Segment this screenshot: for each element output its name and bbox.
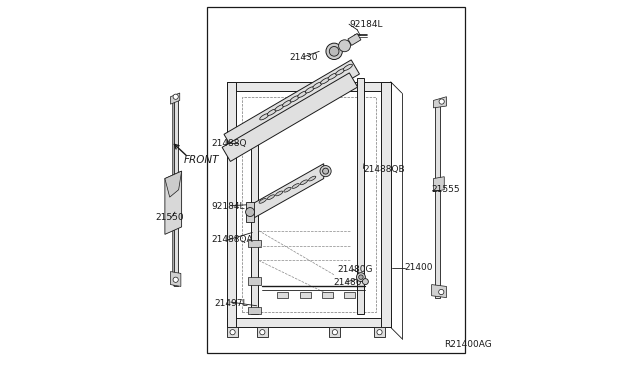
Ellipse shape xyxy=(313,82,322,89)
Text: 92184L: 92184L xyxy=(349,20,383,29)
Polygon shape xyxy=(165,171,182,234)
Circle shape xyxy=(377,330,382,335)
Circle shape xyxy=(260,330,265,335)
Polygon shape xyxy=(227,82,390,91)
Text: FRONT: FRONT xyxy=(184,155,219,165)
Polygon shape xyxy=(330,327,340,337)
Text: 21480G: 21480G xyxy=(338,265,373,274)
Polygon shape xyxy=(248,240,261,247)
Polygon shape xyxy=(174,97,178,286)
Ellipse shape xyxy=(284,187,291,192)
Circle shape xyxy=(323,168,328,174)
Ellipse shape xyxy=(308,176,316,181)
Ellipse shape xyxy=(298,91,307,97)
Circle shape xyxy=(326,43,342,60)
Ellipse shape xyxy=(343,64,353,70)
Ellipse shape xyxy=(328,73,337,80)
Text: 21550: 21550 xyxy=(156,213,184,222)
Ellipse shape xyxy=(290,96,300,102)
Polygon shape xyxy=(433,177,444,192)
Polygon shape xyxy=(251,164,324,219)
Circle shape xyxy=(339,40,351,52)
Ellipse shape xyxy=(282,100,292,106)
Text: 21497L: 21497L xyxy=(214,299,248,308)
Ellipse shape xyxy=(260,114,269,120)
Polygon shape xyxy=(227,82,236,327)
Circle shape xyxy=(362,279,369,285)
Text: 21480: 21480 xyxy=(333,278,362,287)
Ellipse shape xyxy=(268,109,276,115)
Circle shape xyxy=(439,99,444,104)
Circle shape xyxy=(438,289,444,295)
Ellipse shape xyxy=(305,87,314,93)
Text: 21488Q: 21488Q xyxy=(211,139,246,148)
Ellipse shape xyxy=(268,195,275,199)
Polygon shape xyxy=(374,327,385,337)
Polygon shape xyxy=(277,292,289,298)
Polygon shape xyxy=(165,171,182,197)
Ellipse shape xyxy=(292,184,300,188)
Polygon shape xyxy=(248,307,261,314)
Polygon shape xyxy=(348,33,361,45)
Polygon shape xyxy=(251,134,258,314)
Bar xyxy=(242,97,376,312)
Polygon shape xyxy=(173,97,174,286)
Ellipse shape xyxy=(259,199,266,203)
Text: 21430: 21430 xyxy=(289,53,318,62)
Circle shape xyxy=(173,277,179,282)
Circle shape xyxy=(230,330,235,335)
Circle shape xyxy=(320,166,331,177)
Ellipse shape xyxy=(335,69,345,75)
Polygon shape xyxy=(170,272,181,286)
Circle shape xyxy=(358,275,363,279)
Polygon shape xyxy=(435,100,440,298)
Ellipse shape xyxy=(276,191,283,196)
Text: 21488QB: 21488QB xyxy=(364,165,405,174)
Text: 21555: 21555 xyxy=(431,185,460,194)
Ellipse shape xyxy=(300,180,308,185)
Polygon shape xyxy=(227,318,390,327)
Polygon shape xyxy=(357,78,364,314)
Circle shape xyxy=(330,46,339,56)
Polygon shape xyxy=(227,327,238,337)
Circle shape xyxy=(173,94,179,99)
Text: 21488QA: 21488QA xyxy=(211,235,253,244)
Polygon shape xyxy=(300,292,310,298)
Bar xyxy=(207,7,465,353)
Polygon shape xyxy=(257,327,268,337)
Ellipse shape xyxy=(321,78,330,84)
Polygon shape xyxy=(431,285,447,298)
Polygon shape xyxy=(170,93,180,104)
Polygon shape xyxy=(222,73,358,161)
Text: 21400: 21400 xyxy=(405,263,433,272)
Polygon shape xyxy=(224,60,360,148)
Polygon shape xyxy=(433,97,447,108)
Polygon shape xyxy=(322,292,333,298)
Polygon shape xyxy=(344,292,355,298)
Circle shape xyxy=(332,330,337,335)
Polygon shape xyxy=(381,82,390,327)
Text: R21400AG: R21400AG xyxy=(445,340,492,349)
Polygon shape xyxy=(246,202,254,222)
Circle shape xyxy=(246,208,255,217)
Ellipse shape xyxy=(275,105,284,111)
Text: 92184L: 92184L xyxy=(211,202,244,211)
Circle shape xyxy=(356,273,365,282)
Polygon shape xyxy=(248,277,261,285)
